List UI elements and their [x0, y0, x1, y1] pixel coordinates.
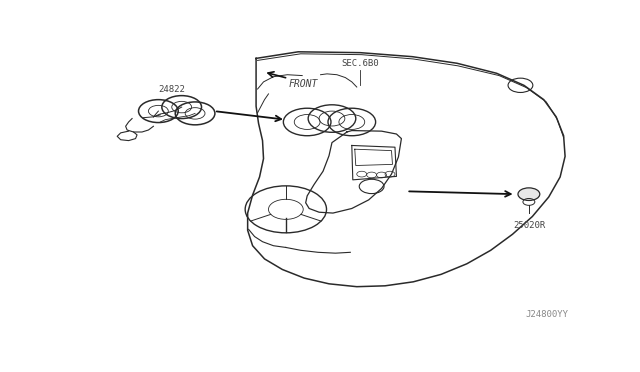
Text: FRONT: FRONT [288, 79, 317, 89]
Text: SEC.6B0: SEC.6B0 [341, 59, 379, 68]
Text: J24800YY: J24800YY [525, 310, 568, 319]
Circle shape [518, 188, 540, 201]
Text: 25020R: 25020R [513, 221, 545, 230]
Text: 24822: 24822 [158, 85, 185, 94]
